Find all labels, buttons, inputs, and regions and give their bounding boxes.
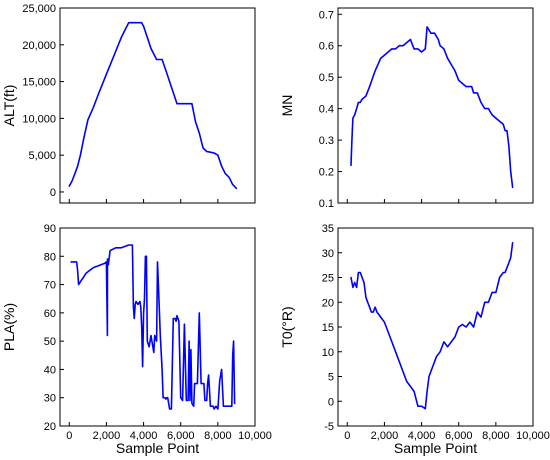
y-tick-label: 20,000 [22, 40, 56, 52]
series-line-mn [350, 26, 514, 189]
x-tick-label: 8,000 [482, 430, 510, 442]
x-tick-label: 8,000 [204, 430, 232, 442]
y-tick-label: 70 [44, 280, 56, 292]
x-axis-label: Sample Point [394, 440, 477, 456]
x-tick-label: 10,000 [238, 430, 272, 442]
x-tick-label: 2,000 [93, 430, 121, 442]
x-tick-label: 4,000 [130, 430, 158, 442]
y-tick-label: 10 [322, 347, 334, 359]
y-axis-label: MN [279, 95, 295, 117]
panel-t0: -5 0 5 10 15 20 25 30 35 0 2,000 4,000 6,000 8,000 10,… [279, 223, 550, 456]
x-tick-label: 6,000 [445, 430, 473, 442]
y-tick-label: 0 [50, 187, 56, 199]
plot-frame [59, 227, 256, 427]
y-tick-label: -5 [324, 421, 334, 433]
y-tick-label: 15 [322, 322, 334, 334]
y-tick-label: 5 [328, 372, 334, 384]
y-tick-label: 25 [322, 273, 334, 285]
y-tick-label: 90 [44, 223, 56, 235]
plot-frame [59, 7, 256, 204]
series-line-pla [70, 244, 236, 410]
y-axis-label: PLA(%) [1, 303, 17, 351]
y-tick-label: 30 [44, 393, 56, 405]
y-tick-label: 0.5 [319, 72, 334, 84]
series-line-t0 [350, 242, 514, 410]
x-tick-label: 4,000 [408, 430, 436, 442]
panel-pla: 20 30 40 50 60 70 80 90 0 2,000 4,000 6,000 8,000 10,… [1, 223, 272, 456]
y-axis-label: T0(°R) [279, 306, 295, 347]
plot-frame [337, 227, 534, 427]
x-tick-label: 10,000 [516, 430, 550, 442]
y-tick-label: 5,000 [28, 150, 56, 162]
y-tick-label: 0 [328, 396, 334, 408]
y-tick-label: 0.2 [319, 167, 334, 179]
y-tick-label: 0.6 [319, 41, 334, 53]
x-tick-label: 0 [344, 430, 350, 442]
y-tick-label: 0.4 [319, 104, 334, 116]
y-tick-label: 10,000 [22, 113, 56, 125]
y-tick-label: 50 [44, 336, 56, 348]
x-tick-label: 2,000 [371, 430, 399, 442]
y-axis-label: ALT(ft) [1, 85, 17, 127]
panel-alt: 0 5,000 10,000 15,000 20,000 25,000 ALT(ft) [1, 3, 256, 204]
panel-mn: 0.1 0.2 0.3 0.4 0.5 0.6 0.7 MN [279, 7, 534, 210]
y-tick-label: 0.3 [319, 135, 334, 147]
y-tick-label: 0.7 [319, 9, 334, 21]
y-tick-label: 30 [322, 248, 334, 260]
x-tick-label: 6,000 [167, 430, 195, 442]
y-tick-label: 20 [44, 421, 56, 433]
series-line-alt [68, 21, 238, 190]
x-tick-label: 0 [66, 430, 72, 442]
y-tick-label: 20 [322, 297, 334, 309]
y-tick-label: 80 [44, 251, 56, 263]
x-axis-label: Sample Point [116, 440, 199, 456]
y-tick-label: 25,000 [22, 3, 56, 15]
plot-frame [337, 7, 534, 204]
y-tick-label: 60 [44, 308, 56, 320]
y-tick-label: 40 [44, 364, 56, 376]
y-tick-label: 0.1 [319, 198, 334, 210]
y-tick-label: 35 [322, 223, 334, 235]
y-tick-label: 15,000 [22, 77, 56, 89]
